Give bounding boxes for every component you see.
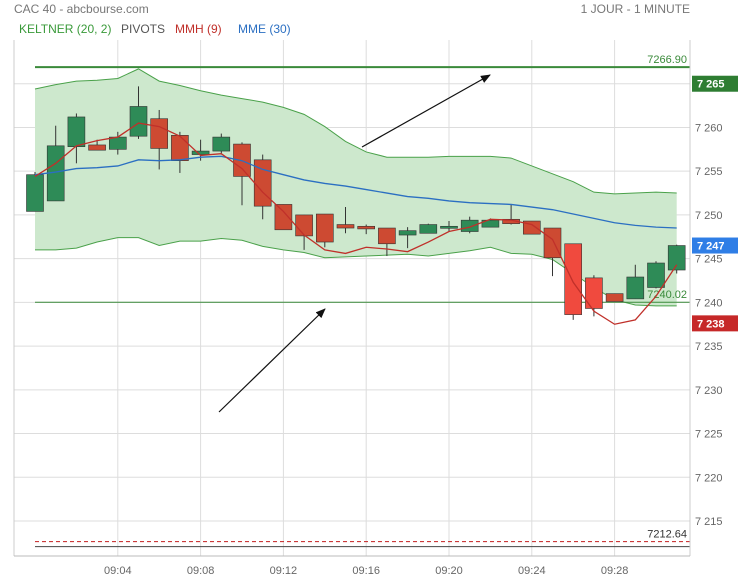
mmh-9-line [34,122,678,325]
candle [129,86,148,139]
candle-body [481,219,500,228]
candle [274,204,293,231]
candle [357,224,376,235]
candle-body [336,224,355,229]
candle-body [171,135,189,161]
candlesticks [26,86,686,320]
candle-body [357,225,376,230]
annotation-arrows [218,74,491,413]
candle-body [212,136,231,152]
arrow-upper [361,74,491,148]
x-tick-label: 09:08 [187,565,215,577]
x-tick-label: 09:28 [601,565,629,577]
candle-body [295,214,313,237]
candle [543,227,562,277]
candle [605,293,624,302]
candle-body [129,106,148,137]
y-tick-label: 7 235 [695,341,723,353]
pivot-low-label: 7212.64 [647,529,687,541]
candle [212,133,231,155]
candle [585,275,603,317]
candle-body [67,116,86,147]
keltner-upper-line [34,68,677,195]
y-tick-label: 7 225 [695,429,723,441]
candle-body [88,144,106,151]
x-tick-label: 09:12 [270,565,298,577]
candle [440,221,458,232]
candle [647,261,665,289]
candle [398,227,417,249]
candle [460,216,479,234]
legend-keltner[interactable]: KELTNER (20, 2) [19,22,111,36]
x-tick-label: 09:04 [104,565,132,577]
candle-body [647,262,665,288]
badge-last-label: 7 247 [697,241,725,253]
candle [378,227,396,257]
x-tick-label: 09:16 [352,565,380,577]
y-tick-label: 7 245 [695,254,723,266]
candle-body [109,136,127,150]
candle-body [274,204,293,231]
moving-averages [34,122,678,325]
candle [626,264,645,300]
pivot-r-label: 7266.90 [647,54,687,66]
y-tick-label: 7 220 [695,472,723,484]
candle [336,207,355,234]
y-tick-label: 7 255 [695,166,723,178]
arrow-lower [218,308,326,413]
candle-body [626,276,645,300]
candle-body [585,277,603,309]
candle-body [667,245,686,271]
candle [88,139,106,151]
candle-body [26,174,44,212]
candle-body [564,243,583,315]
price-badges: 7 265 7 247 7 238 [692,75,738,332]
badge-last-bg [692,237,738,254]
badge-high-bg [692,75,738,92]
badge-high-label: 7 265 [697,79,725,91]
candle-body [150,118,168,149]
badge-last: 7 247 [692,237,738,254]
candle-body [460,219,479,232]
legend-mme[interactable]: MME (30) [238,22,291,36]
y-tick-label: 7 215 [695,516,723,528]
legend-pivots[interactable]: PIVOTS [121,22,165,36]
candle-body [543,227,562,259]
candle-body [315,213,334,243]
timeframe-label[interactable]: 1 JOUR - 1 MINUTE [581,2,690,16]
x-tick-label: 09:24 [518,565,546,577]
candle-body [522,220,541,235]
candle-body [398,230,417,236]
candle-body [378,227,396,245]
y-tick-label: 7 230 [695,385,723,397]
candle-body [605,293,624,302]
candle [67,113,86,164]
candle-body [440,225,458,229]
candle [253,154,272,220]
candle [171,131,189,173]
chart-title: CAC 40 - abcbourse.com [14,2,149,16]
candle [667,244,686,274]
candle [26,172,44,212]
pivot-s-label: 7240.02 [647,289,687,301]
legend-mmh[interactable]: MMH (9) [175,22,222,36]
y-tick-label: 7 260 [695,122,723,134]
badge-low-label: 7 238 [697,318,725,330]
candle-body [419,224,438,234]
y-tick-label: 7 250 [695,210,723,222]
badge-low-bg [692,315,738,332]
candle [315,213,334,248]
y-tick-label: 7 240 [695,297,723,309]
candle [522,220,541,235]
candle-body [191,150,210,155]
candle [419,223,438,234]
badge-high: 7 265 [692,75,738,92]
mme-30-line [34,155,677,229]
x-tick-label: 09:20 [435,565,463,577]
badge-low: 7 238 [692,315,738,332]
axes: 7 215 7 220 7 225 7 230 7 235 7 240 7 245 7 250… [13,40,723,577]
